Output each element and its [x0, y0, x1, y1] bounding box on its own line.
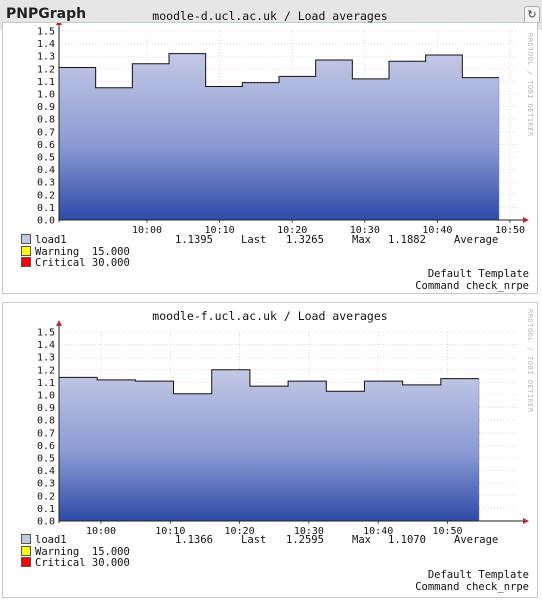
stat-label-2: Max [352, 234, 371, 246]
x-tick-label: 10:40 [363, 526, 393, 537]
stat-value-1: 1.1366 [175, 534, 213, 546]
y-tick-label: 0.0 [37, 216, 55, 227]
x-tick-label: 10:30 [350, 225, 380, 236]
y-tick-label: 0.1 [37, 203, 55, 214]
x-tick-label: 10:00 [86, 526, 116, 537]
stat-label-1: Last [241, 534, 267, 546]
stat-value-3: 1.1882 [388, 234, 426, 246]
load-chart-2: 0.00.10.20.30.40.50.60.70.80.91.01.11.21… [37, 320, 529, 537]
graph-title: moodle-f.ucl.ac.uk / Load averages [152, 309, 388, 323]
x-tick-label: 10:20 [277, 225, 307, 236]
legend-swatch [21, 234, 31, 244]
x-tick-label: 10:10 [205, 225, 235, 236]
y-tick-label: 1.0 [37, 90, 55, 101]
stat-label-2: Max [352, 534, 371, 546]
y-tick-label: 0.0 [37, 517, 55, 528]
y-tick-label: 0.6 [37, 140, 55, 151]
x-axis-arrow [523, 518, 529, 524]
y-tick-label: 0.5 [37, 454, 55, 465]
y-tick-label: 1.4 [37, 39, 55, 50]
legend-swatch [21, 257, 31, 267]
graph-panel-2: moodle-f.ucl.ac.uk / Load averages 0.0 0.… [2, 302, 538, 598]
y-tick-label: 0.8 [37, 115, 55, 126]
stats-row: 1.1366 Last 1.2595 Max 1.1070 Average [175, 534, 498, 546]
rrdtool-label: RRDTOOL / TOBI OETIKER [526, 33, 534, 137]
stat-label-3: Average [454, 234, 499, 246]
stat-value-1: 1.1395 [175, 234, 213, 246]
legend-swatch [21, 245, 31, 256]
stat-value-2: 1.2595 [286, 534, 324, 546]
y-tick-label: 0.5 [37, 153, 55, 164]
y-tick-label: 1.1 [37, 378, 55, 389]
y-tick-label: 1.4 [37, 340, 55, 351]
x-tick-label: 10:50 [495, 225, 525, 236]
stat-label-1: Last [241, 234, 267, 246]
y-tick-label: 0.4 [37, 165, 55, 176]
stat-value-2: 1.3265 [286, 234, 324, 246]
y-tick-label: 0.9 [37, 102, 55, 113]
y-tick-label: 0.2 [37, 190, 55, 201]
x-tick-label: 10:10 [155, 526, 185, 537]
stat-value-3: 1.1070 [388, 534, 426, 546]
stats-row: 1.1395 Last 1.3265 Max 1.1882 Average [175, 234, 498, 246]
graph-panel-1: moodle-d.ucl.ac.uk / Load averages 0.0 0.… [2, 9, 538, 294]
graph-footer: Default Template Command check_nrpe [415, 268, 529, 292]
stat-label-3: Average [454, 534, 499, 546]
y-tick-label: 0.7 [37, 127, 55, 138]
y-tick-label: 0.2 [37, 491, 55, 502]
y-tick-label: 1.5 [37, 328, 55, 339]
y-tick-label: 1.2 [37, 365, 55, 376]
command-label: Command check_nrpe [415, 280, 529, 292]
y-tick-label: 1.0 [37, 391, 55, 402]
load1-area [59, 369, 479, 521]
x-tick-label: 10:40 [422, 225, 452, 236]
legend-item-load1: load1 [21, 534, 130, 546]
y-tick-label: 0.7 [37, 428, 55, 439]
app-title: PNPGraph [6, 6, 87, 22]
template-label: Default Template [427, 569, 529, 581]
y-tick-label: 0.3 [37, 178, 55, 189]
y-tick-label: 0.3 [37, 479, 55, 490]
legend-item-critical: Critical 30.000 [21, 257, 130, 269]
legend: load1 Warning 15.000 Critical 30.000 [21, 534, 130, 569]
y-tick-label: 0.1 [37, 504, 55, 515]
legend-item-critical: Critical 30.000 [21, 557, 130, 569]
load1-line [59, 369, 479, 395]
legend-item-warning: Warning 15.000 [21, 245, 130, 257]
graph-footer: Default Template Command check_nrpe [415, 569, 529, 593]
x-tick-label: 10:00 [132, 225, 162, 236]
y-axis-arrow [56, 320, 62, 326]
command-label: Command check_nrpe [415, 581, 529, 593]
legend-swatch [21, 534, 31, 544]
legend: load1 Warning 15.000 Critical 30.000 [21, 234, 130, 269]
x-tick-label: 10:50 [432, 526, 462, 537]
y-tick-label: 0.9 [37, 403, 55, 414]
load1-area [59, 53, 499, 221]
x-tick-label: 10:20 [225, 526, 255, 537]
y-axis-arrow [56, 23, 62, 25]
graph-title: moodle-d.ucl.ac.uk / Load averages [152, 9, 388, 23]
y-tick-label: 0.6 [37, 441, 55, 452]
legend-swatch [21, 545, 31, 556]
x-tick-label: 10:30 [294, 526, 324, 537]
y-tick-label: 0.8 [37, 416, 55, 427]
y-tick-label: 1.3 [37, 52, 55, 63]
template-label: Default Template [427, 268, 529, 280]
load1-line [59, 53, 499, 89]
y-tick-label: 1.2 [37, 64, 55, 75]
rrdtool-label: RRDTOOL / TOBI OETIKER [526, 309, 534, 413]
x-axis-arrow [523, 217, 529, 223]
load-chart-1: 0.00.10.20.30.40.50.60.70.80.91.01.11.21… [37, 23, 529, 236]
y-tick-label: 1.3 [37, 353, 55, 364]
y-tick-label: 1.1 [37, 77, 55, 88]
y-tick-label: 0.4 [37, 466, 55, 477]
legend-swatch [21, 557, 31, 567]
legend-item-warning: Warning 15.000 [21, 545, 130, 557]
legend-item-load1: load1 [21, 234, 130, 246]
y-tick-label: 1.5 [37, 27, 55, 38]
